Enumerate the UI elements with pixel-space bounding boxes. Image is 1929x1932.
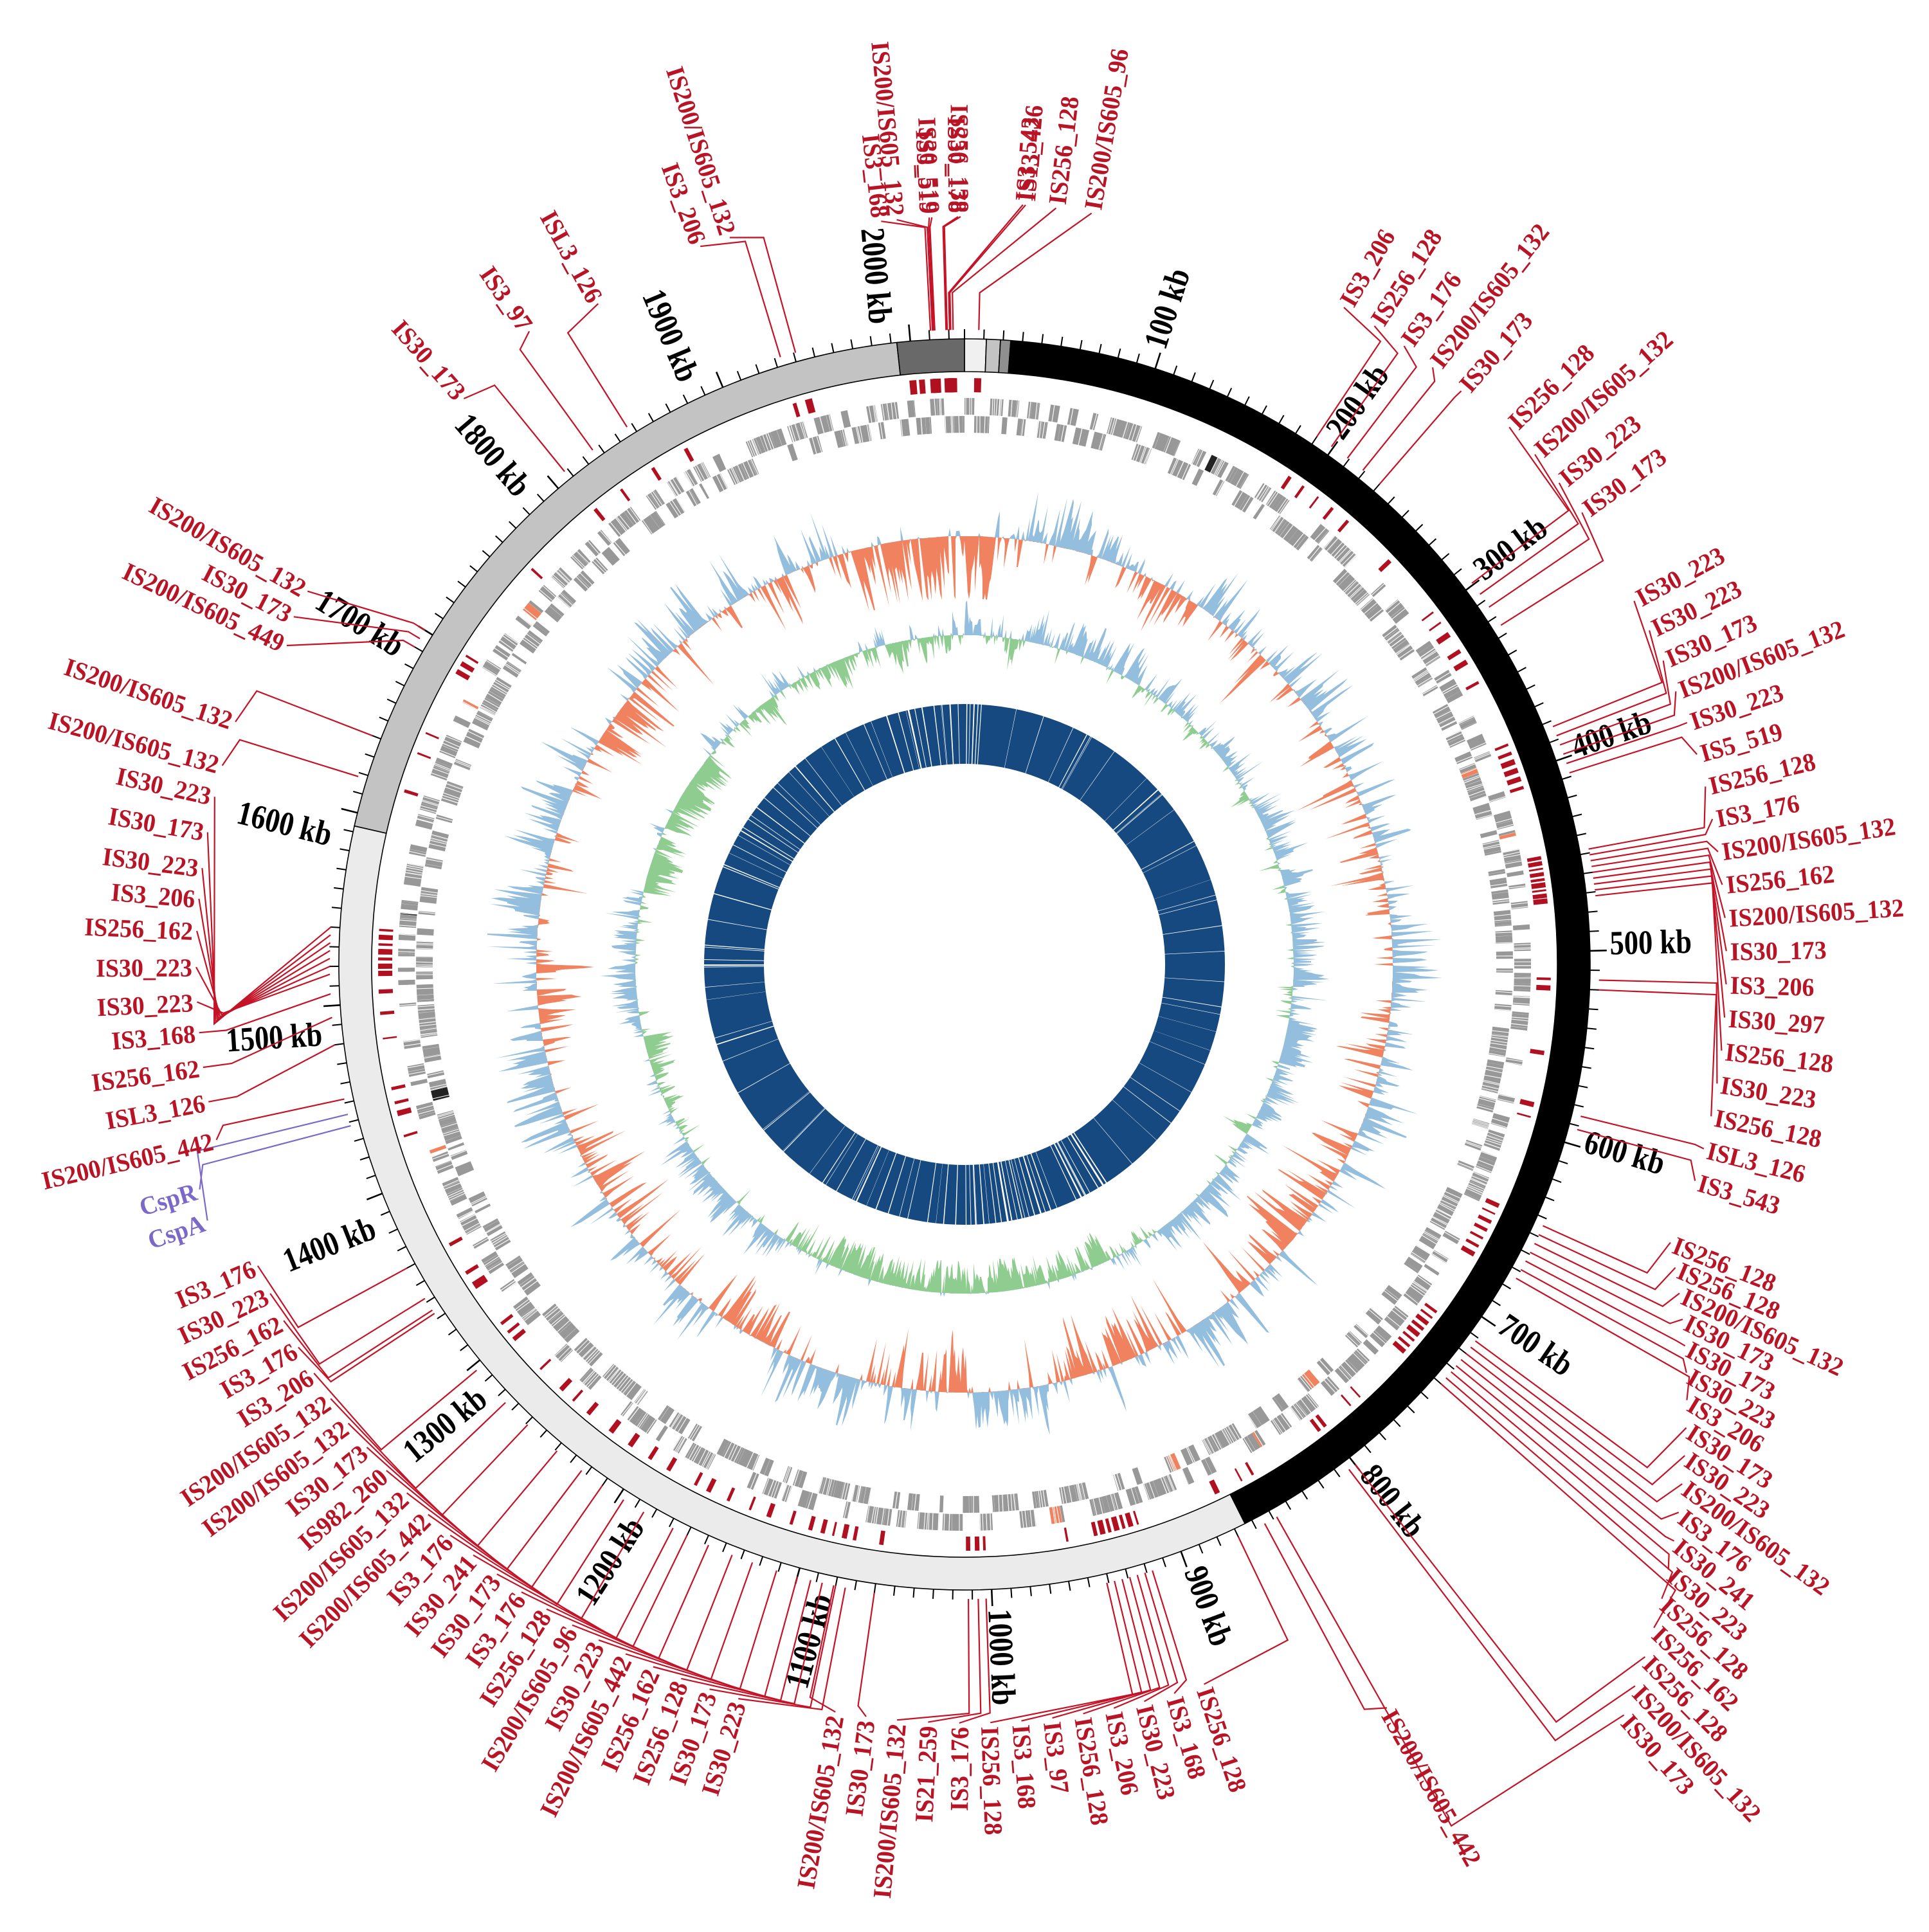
svg-text:IS256_138: IS256_138: [945, 104, 975, 213]
svg-text:IS3_206: IS3_206: [1730, 971, 1815, 1002]
svg-text:IS3_176: IS3_176: [945, 1727, 974, 1811]
svg-text:IS30_223: IS30_223: [96, 988, 194, 1022]
svg-text:IS30_223: IS30_223: [96, 953, 192, 983]
svg-text:500 kb: 500 kb: [1609, 923, 1692, 962]
svg-text:IS30_519: IS30_519: [912, 116, 945, 214]
svg-text:IS30_173: IS30_173: [1730, 935, 1827, 966]
svg-text:IS256_162: IS256_162: [84, 912, 194, 946]
svg-text:IS21_259: IS21_259: [909, 1726, 943, 1823]
svg-text:1500 kb: 1500 kb: [225, 1016, 323, 1060]
svg-text:IS256_128: IS256_128: [975, 1726, 1008, 1836]
